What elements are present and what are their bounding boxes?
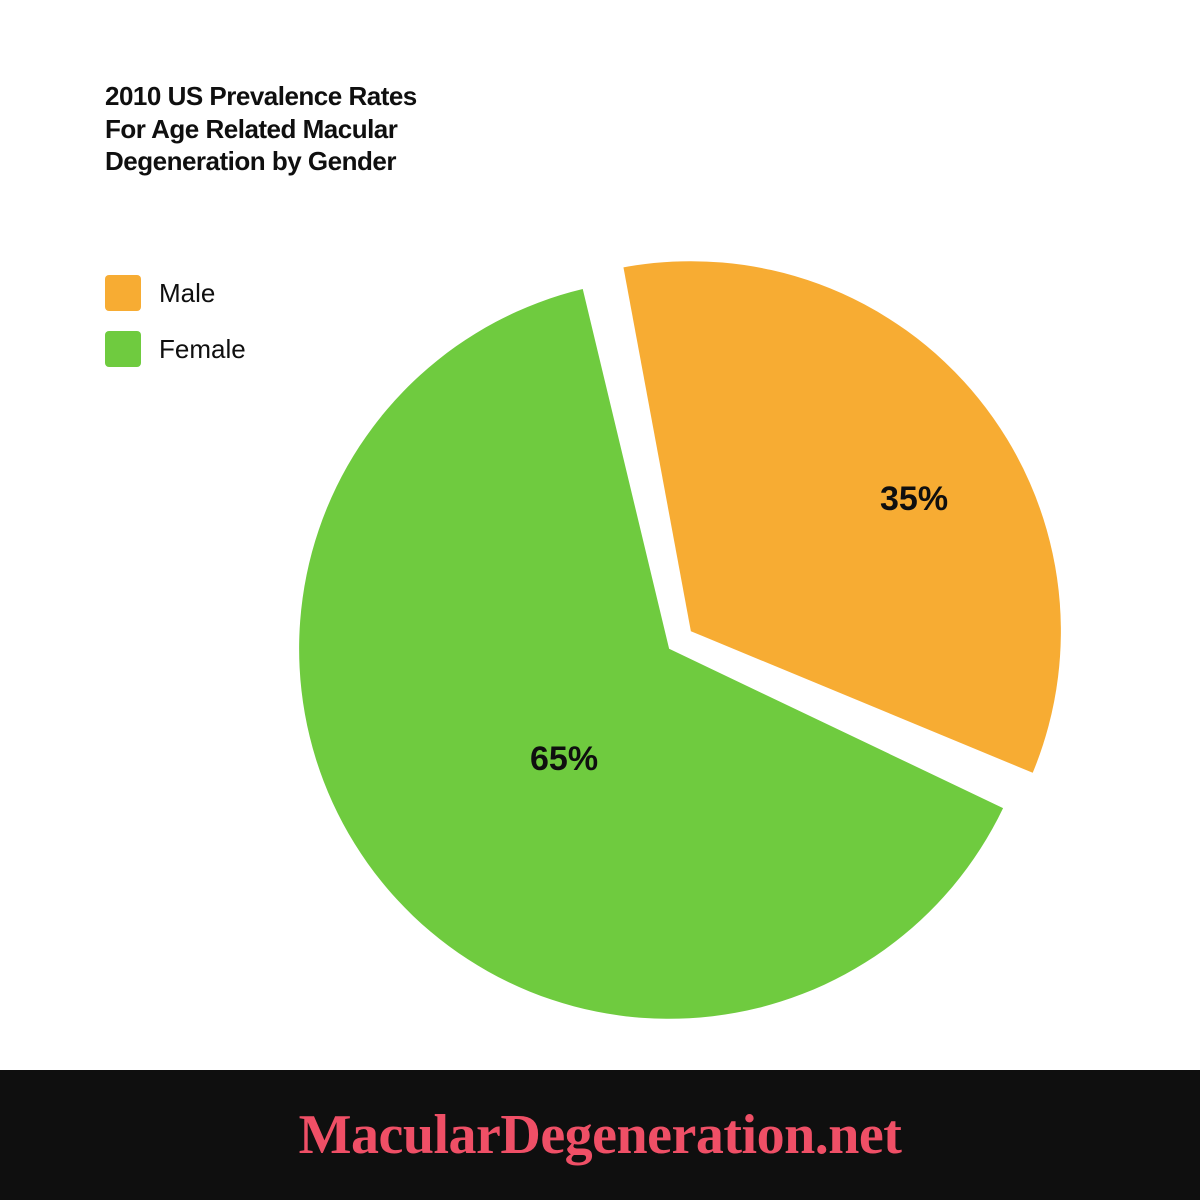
footer-site-name: MacularDegeneration.net xyxy=(299,1103,902,1167)
pie-slice-label: 35% xyxy=(880,480,948,519)
chart-canvas: { "title": { "text": "2010 US Prevalence… xyxy=(0,0,1200,1200)
legend-item: Female xyxy=(105,331,246,367)
pie-chart xyxy=(294,254,1066,1026)
legend: Male Female xyxy=(105,275,246,367)
legend-swatch xyxy=(105,275,141,311)
footer-banner: MacularDegeneration.net xyxy=(0,1070,1200,1200)
legend-label: Female xyxy=(159,334,246,365)
pie-svg xyxy=(294,254,1066,1026)
legend-swatch xyxy=(105,331,141,367)
legend-item: Male xyxy=(105,275,246,311)
legend-label: Male xyxy=(159,278,215,309)
chart-title: 2010 US Prevalence Rates For Age Related… xyxy=(105,80,435,178)
pie-slice-label: 65% xyxy=(530,740,598,779)
